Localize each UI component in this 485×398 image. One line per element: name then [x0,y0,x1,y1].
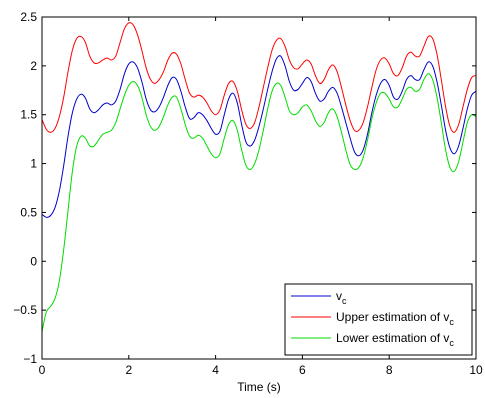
legend-label-vc-sub: c [342,296,347,306]
legend-label-vc: vc [336,289,347,306]
legend-label-upper-sub: c [449,317,454,327]
x-tick-label: 0 [39,363,46,377]
y-tick-label: 0.5 [20,205,37,219]
y-tick-label: 0 [30,254,37,268]
x-tick-label: 2 [125,363,132,377]
axes-box [41,16,477,360]
legend-label-lower-main: Lower estimation of v [336,331,449,345]
y-tick-label: 1 [30,157,37,171]
axes-layer: 0 2 4 6 8 10 −1 −0.5 0 0.5 1 1.5 2 2.5 [13,10,483,377]
x-tick-label: 4 [212,363,219,377]
y-tick-label: 2 [30,59,37,73]
x-tick-label: 8 [386,363,393,377]
series-line-2 [41,73,477,332]
series-line-0 [41,55,477,218]
legend-label-vc-main: v [336,289,342,303]
x-tick-label: 6 [299,363,306,377]
series-line-1 [41,22,477,133]
legend: vc Upper estimation of vc Lower estimati… [284,283,473,356]
legend-label-lower-sub: c [449,338,454,348]
x-axis-label: Time (s) [237,380,281,394]
y-tick-label: 2.5 [20,10,37,24]
legend-label-upper-main: Upper estimation of v [336,310,449,324]
legend-label-upper: Upper estimation of vc [336,310,454,327]
legend-label-lower: Lower estimation of vc [336,331,454,348]
x-tick-label: 10 [469,363,483,377]
series-layer [41,22,477,332]
y-tick-label: −0.5 [13,303,37,317]
y-tick-label: −1 [23,352,37,366]
y-tick-label: 1.5 [20,108,37,122]
